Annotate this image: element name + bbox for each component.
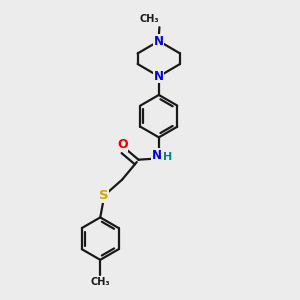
Text: N: N [154, 34, 164, 48]
Text: H: H [163, 152, 172, 162]
Text: S: S [99, 189, 109, 203]
Text: N: N [154, 70, 164, 83]
Text: N: N [152, 148, 161, 161]
Text: CH₃: CH₃ [139, 14, 159, 24]
Text: O: O [117, 138, 128, 151]
Text: CH₃: CH₃ [90, 277, 110, 286]
